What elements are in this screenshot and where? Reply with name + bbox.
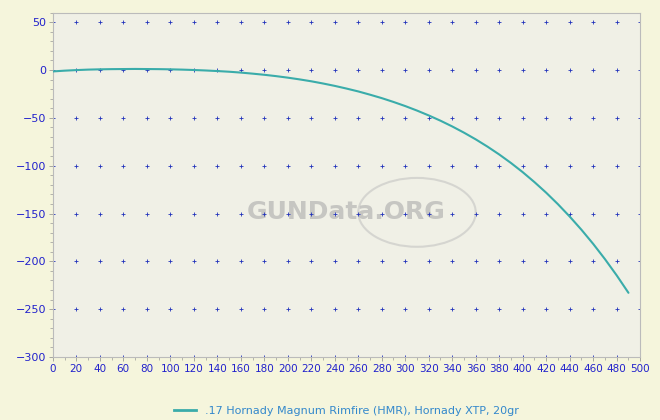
Text: GUNData.ORG: GUNData.ORG — [247, 200, 446, 224]
Legend: .17 Hornady Magnum Rimfire (HMR), Hornady XTP, 20gr: .17 Hornady Magnum Rimfire (HMR), Hornad… — [170, 402, 523, 420]
